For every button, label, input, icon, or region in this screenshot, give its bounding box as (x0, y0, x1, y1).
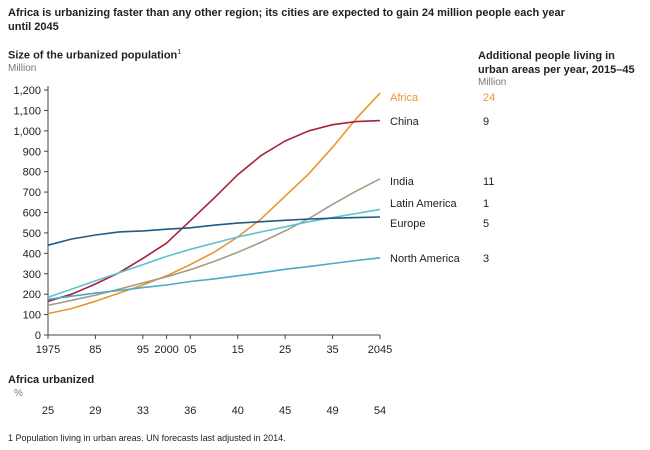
africa-urbanized-value: 33 (136, 405, 149, 417)
series-line-africa (47, 92, 381, 315)
africa-urbanized-value: 49 (326, 405, 339, 417)
x-tick-label: 05 (184, 344, 196, 356)
africa-urbanized-value: 25 (41, 405, 55, 417)
x-tick-label: 2045 (368, 344, 392, 356)
y-tick-label: 300 (23, 269, 41, 281)
y-tick-label: 1,100 (13, 105, 41, 117)
y-tick-label: 0 (35, 330, 41, 342)
x-tick-label: 25 (279, 344, 291, 356)
series-line-europe (47, 216, 381, 246)
series-line-north-america (47, 257, 381, 301)
additional-people-europe: 5 (483, 218, 489, 230)
series-label-india: India (390, 176, 415, 188)
additional-people-africa: 24 (483, 92, 495, 104)
y-tick-label: 700 (23, 187, 41, 199)
subtitle-text: Size of the urbanized population (8, 49, 178, 62)
africa-urbanized-unit: % (14, 388, 23, 399)
line-chart: 0 100 200 300 400 500 600 700 800 900 1,000 1,100 1,… (13, 85, 495, 356)
x-tick-label: 15 (232, 344, 244, 356)
series-label-europe: Europe (390, 218, 425, 230)
africa-urbanized-value: 36 (184, 405, 197, 417)
series-line-india (47, 178, 381, 307)
y-tick-label: 100 (23, 310, 41, 322)
footnote: 1 Population living in urban areas. UN f… (8, 433, 286, 443)
y-tick-label: 1,200 (13, 85, 41, 97)
chart-title: Africa is urbanizing faster than any oth… (8, 7, 565, 33)
right-column-header: Additional people living in urban areas … (478, 50, 635, 76)
y-unit: Million (8, 63, 37, 74)
series-line-china (47, 119, 381, 303)
x-tick-label: 2000 (154, 344, 178, 356)
series-line-latin-america (47, 208, 381, 298)
africa-urbanized-value: 54 (373, 405, 387, 417)
series-label-china: China (390, 116, 420, 128)
africa-urbanized-value: 45 (279, 405, 292, 417)
x-tick-label: 95 (137, 344, 149, 356)
y-tick-label: 800 (23, 167, 41, 179)
y-tick-label: 400 (23, 248, 41, 260)
y-tick-label: 600 (23, 208, 41, 220)
africa-urbanized-value: 29 (89, 405, 102, 417)
additional-people-china: 9 (483, 116, 489, 128)
y-tick-label: 900 (23, 146, 41, 158)
subtitle-footnote-marker: 1 (177, 49, 182, 56)
y-tick-label: 200 (23, 289, 41, 301)
right-column-unit: Million (478, 77, 507, 88)
x-tick-label: 1975 (36, 344, 60, 356)
africa-urbanized-label: Africa urbanized (8, 374, 95, 386)
series-label-north-america: North America (390, 253, 461, 265)
x-tick-label: 35 (326, 344, 338, 356)
additional-people-north-america: 3 (483, 253, 489, 265)
additional-people-latin-america: 1 (483, 198, 489, 210)
series-label-latin-america: Latin America (390, 198, 458, 210)
africa-urbanized-value: 40 (231, 405, 244, 417)
y-tick-label: 1,000 (13, 126, 41, 138)
additional-people-india: 11 (483, 176, 494, 188)
series-label-africa: Africa (390, 92, 419, 104)
africa-urbanized-values: 25 29 33 36 40 45 49 54 (0, 405, 650, 421)
x-tick-label: 85 (89, 344, 101, 356)
chart-subtitle: Size of the urbanized population1 (8, 49, 181, 62)
y-tick-label: 500 (23, 228, 41, 240)
